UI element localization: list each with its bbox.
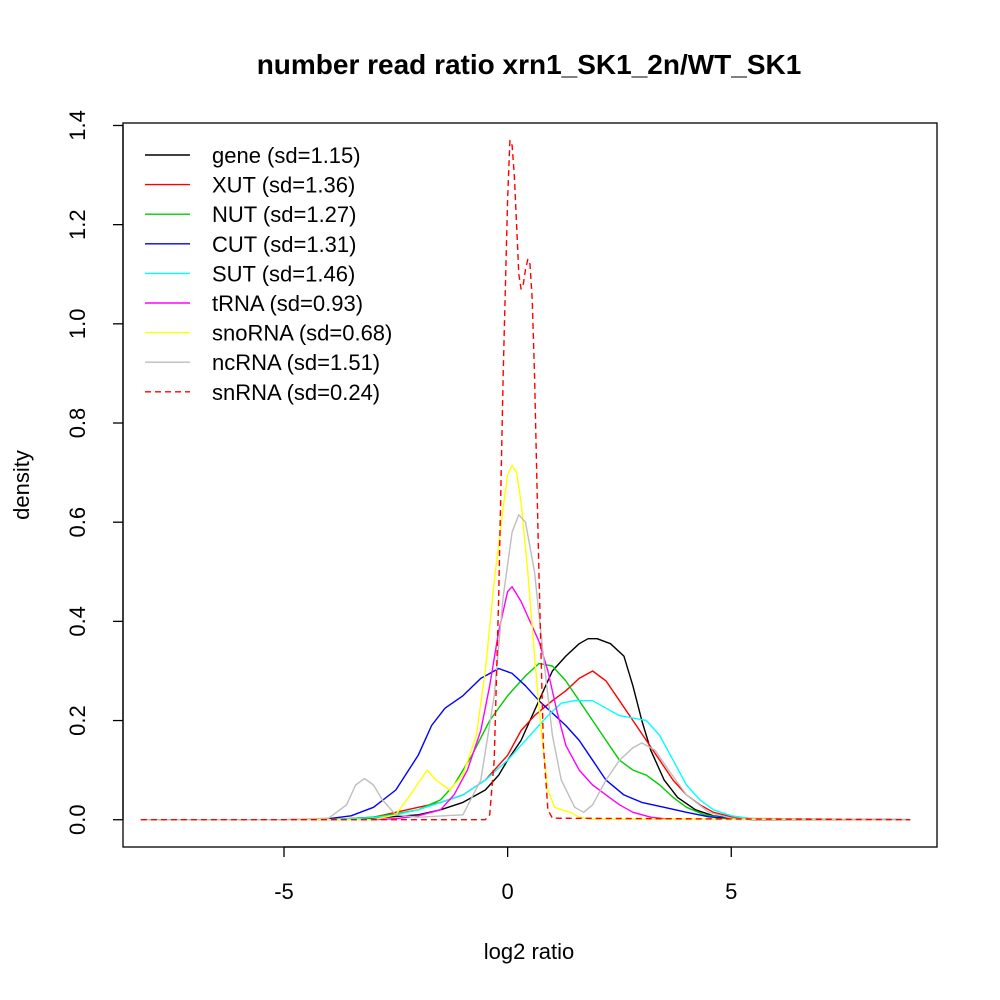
x-tick-label: -5 bbox=[274, 879, 294, 904]
y-tick-label: 1.0 bbox=[65, 309, 90, 340]
chart-title: number read ratio xrn1_SK1_2n/WT_SK1 bbox=[257, 49, 802, 80]
series-line bbox=[140, 667, 911, 821]
x-tick-label: 5 bbox=[725, 879, 737, 904]
y-axis-label: density bbox=[9, 450, 34, 520]
legend-label: XUT (sd=1.36) bbox=[212, 173, 355, 198]
series-line bbox=[140, 638, 911, 821]
series-line bbox=[140, 700, 911, 821]
y-tick-label: 0.8 bbox=[65, 408, 90, 439]
x-axis-label: log2 ratio bbox=[484, 939, 575, 964]
series-line bbox=[140, 670, 911, 821]
legend-label: ncRNA (sd=1.51) bbox=[212, 350, 380, 375]
y-tick-label: 0.0 bbox=[65, 804, 90, 835]
series-line bbox=[140, 464, 911, 821]
x-tick-label: 0 bbox=[502, 879, 514, 904]
legend-label: snRNA (sd=0.24) bbox=[212, 380, 380, 405]
legend-label: NUT (sd=1.27) bbox=[212, 202, 356, 227]
series-layer bbox=[140, 139, 911, 821]
series-line bbox=[140, 586, 911, 821]
y-tick-label: 0.2 bbox=[65, 705, 90, 736]
legend-label: tRNA (sd=0.93) bbox=[212, 291, 363, 316]
x-axis: -5 0 5 bbox=[274, 846, 737, 904]
series-line bbox=[140, 139, 911, 821]
legend: gene (sd=1.15) XUT (sd=1.36) NUT (sd=1.27)… bbox=[145, 143, 392, 405]
series-line bbox=[140, 514, 911, 821]
y-tick-label: 1.2 bbox=[65, 209, 90, 240]
series-line bbox=[140, 662, 911, 821]
y-tick-label: 0.6 bbox=[65, 507, 90, 538]
y-axis: 0.0 0.2 0.4 0.6 0.8 1.0 1.2 1.4 bbox=[65, 110, 124, 835]
legend-label: gene (sd=1.15) bbox=[212, 143, 361, 168]
legend-label: SUT (sd=1.46) bbox=[212, 261, 355, 286]
y-tick-label: 0.4 bbox=[65, 606, 90, 637]
legend-label: snoRNA (sd=0.68) bbox=[212, 321, 392, 346]
y-tick-label: 1.4 bbox=[65, 110, 90, 141]
legend-label: CUT (sd=1.31) bbox=[212, 232, 356, 257]
